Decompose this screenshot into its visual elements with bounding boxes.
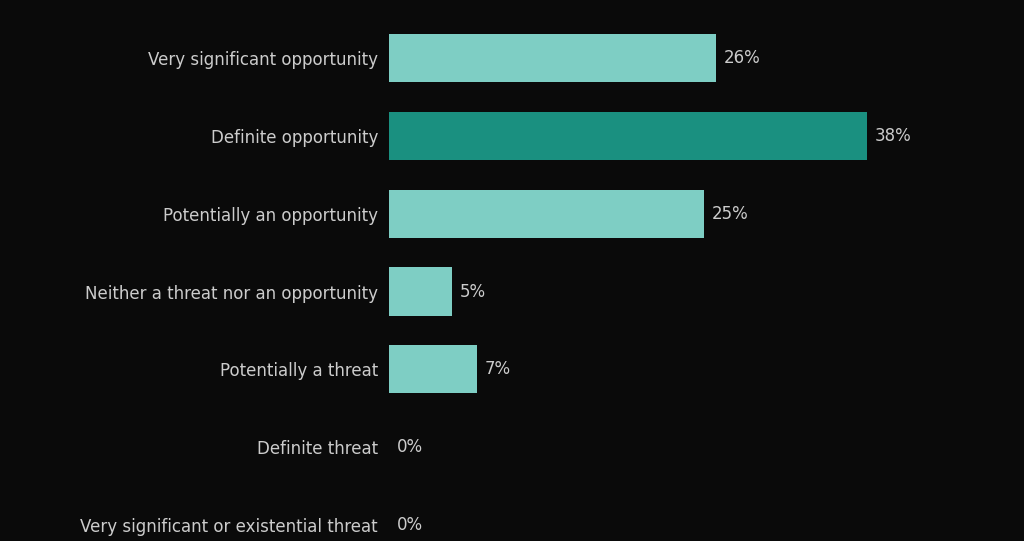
Bar [389,34,717,82]
Text: 0%: 0% [396,516,423,534]
Text: 5%: 5% [460,282,485,301]
Bar [389,190,703,238]
Text: 38%: 38% [874,127,911,145]
Bar [389,267,452,315]
Bar [389,345,477,393]
Text: 7%: 7% [484,360,511,378]
Text: 0%: 0% [396,438,423,456]
Text: 25%: 25% [712,205,749,223]
Text: 26%: 26% [724,49,761,67]
Bar [389,112,867,160]
